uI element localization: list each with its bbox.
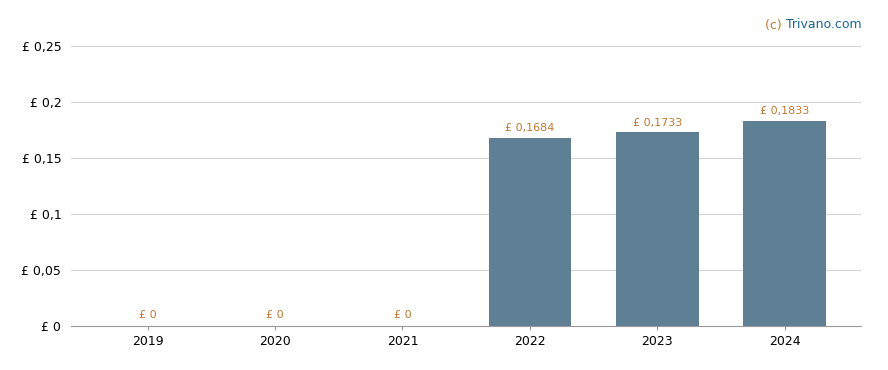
Text: £ 0,1684: £ 0,1684	[505, 123, 555, 133]
Text: (c): (c)	[765, 18, 786, 31]
Bar	[743, 121, 827, 326]
Bar	[616, 132, 699, 326]
Bar	[488, 138, 571, 326]
Text: Trivano.com: Trivano.com	[786, 18, 861, 31]
Text: £ 0: £ 0	[266, 310, 284, 320]
Text: £ 0: £ 0	[393, 310, 411, 320]
Text: £ 0: £ 0	[139, 310, 156, 320]
Text: £ 0,1733: £ 0,1733	[633, 118, 682, 128]
Text: £ 0,1833: £ 0,1833	[760, 107, 810, 117]
